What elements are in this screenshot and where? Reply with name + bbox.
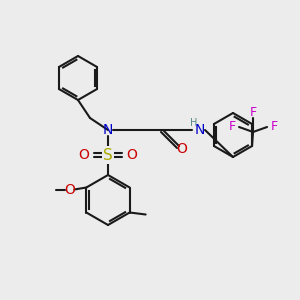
Text: F: F	[229, 121, 236, 134]
Text: F: F	[271, 121, 278, 134]
Text: H: H	[190, 118, 198, 128]
Text: N: N	[195, 123, 205, 137]
Text: O: O	[127, 148, 137, 162]
Text: N: N	[103, 123, 113, 137]
Text: O: O	[79, 148, 89, 162]
Text: O: O	[64, 182, 75, 197]
Text: S: S	[103, 148, 113, 163]
Text: F: F	[250, 106, 256, 118]
Text: O: O	[177, 142, 188, 156]
